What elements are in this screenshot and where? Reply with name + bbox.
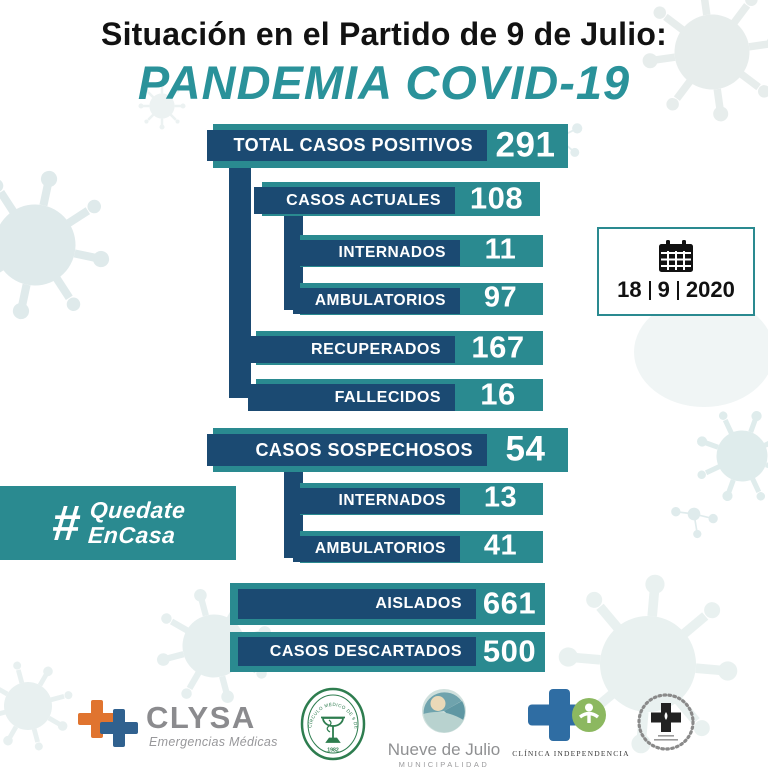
date-separator [676, 280, 679, 300]
page-subtitle: PANDEMIA COVID-19 [137, 56, 631, 109]
municipalidad-label: MUNICIPALIDAD [398, 760, 490, 768]
stat-label: INTERNADOS [293, 488, 460, 514]
circulo-medico-seal-logo: CÍRCULO MÉDICO DE 9 DE JULIO 1982 [294, 682, 370, 762]
stat-row-total-casos-positivos: TOTAL CASOS POSITIVOS 291 [207, 124, 568, 168]
header: Situación en el Partido de 9 de Julio: P… [0, 16, 768, 110]
stat-row-internados-actuales: INTERNADOS 11 [293, 233, 543, 267]
sanatorio-seal-logo [632, 690, 700, 758]
stat-label: AMBULATORIOS [293, 536, 460, 562]
stat-label: AISLADOS [238, 589, 476, 619]
clinica-independencia-label: CLÍNICA INDEPENDENCIA [512, 749, 630, 758]
stat-value: 97 [483, 281, 518, 314]
stat-value: 54 [505, 429, 546, 469]
stat-value: 167 [471, 329, 525, 365]
stat-value: 108 [469, 180, 524, 216]
stat-row-aislados: AISLADOS 661 [230, 583, 545, 625]
municipality-emblem-icon [422, 689, 466, 733]
date-box: 18 9 2020 [597, 227, 755, 316]
stat-label: CASOS ACTUALES [254, 187, 455, 214]
clysa-tagline: Emergencias Médicas [149, 735, 278, 749]
nueve-de-julio-wordmark: Nueve de Julio [387, 740, 501, 759]
page-title: Situación en el Partido de 9 de Julio: [101, 16, 667, 52]
stat-row-casos-sospechosos: CASOS SOSPECHOSOS 54 [207, 428, 568, 472]
blue-cross-icon [100, 709, 138, 747]
date-separator [648, 280, 651, 300]
orange-cross-icon [78, 700, 116, 738]
hashtag-text: Quedate EnCasa [87, 497, 187, 548]
stat-value: 661 [482, 585, 537, 621]
date-month: 9 [657, 277, 670, 302]
stat-label: INTERNADOS [293, 240, 460, 266]
stat-value: 291 [495, 125, 556, 165]
medical-crosses-icon [78, 694, 144, 754]
calendar-icon [659, 240, 693, 272]
stat-label: FALLECIDOS [248, 384, 455, 411]
date-year: 2020 [685, 277, 735, 302]
hashtag-banner: # Quedate EnCasa [0, 486, 236, 560]
stat-row-fallecidos: FALLECIDOS 16 [248, 376, 543, 412]
stat-row-ambulatorios-actuales: AMBULATORIOS 97 [293, 281, 543, 315]
hashtag-line1: Quedate [88, 497, 187, 524]
clysa-logo: CLYSA Emergencias Médicas [78, 692, 288, 760]
stat-row-recuperados: RECUPERADOS 167 [248, 329, 543, 365]
stat-value: 13 [483, 481, 518, 514]
hygieia-cup-icon [321, 716, 345, 743]
stat-label: CASOS SOSPECHOSOS [207, 434, 487, 466]
clinic-cross-icon [528, 689, 606, 741]
stat-label: AMBULATORIOS [293, 288, 460, 314]
stat-value: 41 [483, 529, 518, 562]
hashtag-line2: EnCasa [87, 522, 177, 548]
date-value: 18 9 2020 [617, 277, 735, 303]
stat-value: 11 [484, 233, 517, 266]
stat-label: TOTAL CASOS POSITIVOS [207, 130, 487, 161]
stat-label: CASOS DESCARTADOS [238, 637, 476, 666]
stat-value: 500 [482, 633, 537, 669]
clinica-independencia-logo: CLÍNICA INDEPENDENCIA [512, 688, 630, 758]
connector-positivos [229, 158, 251, 398]
stat-row-ambulatorios-sospechosos: AMBULATORIOS 41 [293, 529, 543, 563]
stat-row-casos-actuales: CASOS ACTUALES 108 [254, 180, 540, 216]
date-day: 18 [617, 277, 642, 302]
clysa-wordmark: CLYSA [146, 700, 256, 735]
stat-label: RECUPERADOS [248, 336, 455, 363]
stat-value: 16 [480, 376, 516, 412]
nueve-de-julio-logo: Nueve de Julio MUNICIPALIDAD [386, 688, 502, 768]
stat-row-casos-descartados: CASOS DESCARTADOS 500 [230, 632, 545, 672]
hash-icon: # [50, 495, 82, 551]
circulo-medico-year: 1982 [327, 748, 339, 754]
stat-row-internados-sospechosos: INTERNADOS 13 [293, 481, 543, 515]
